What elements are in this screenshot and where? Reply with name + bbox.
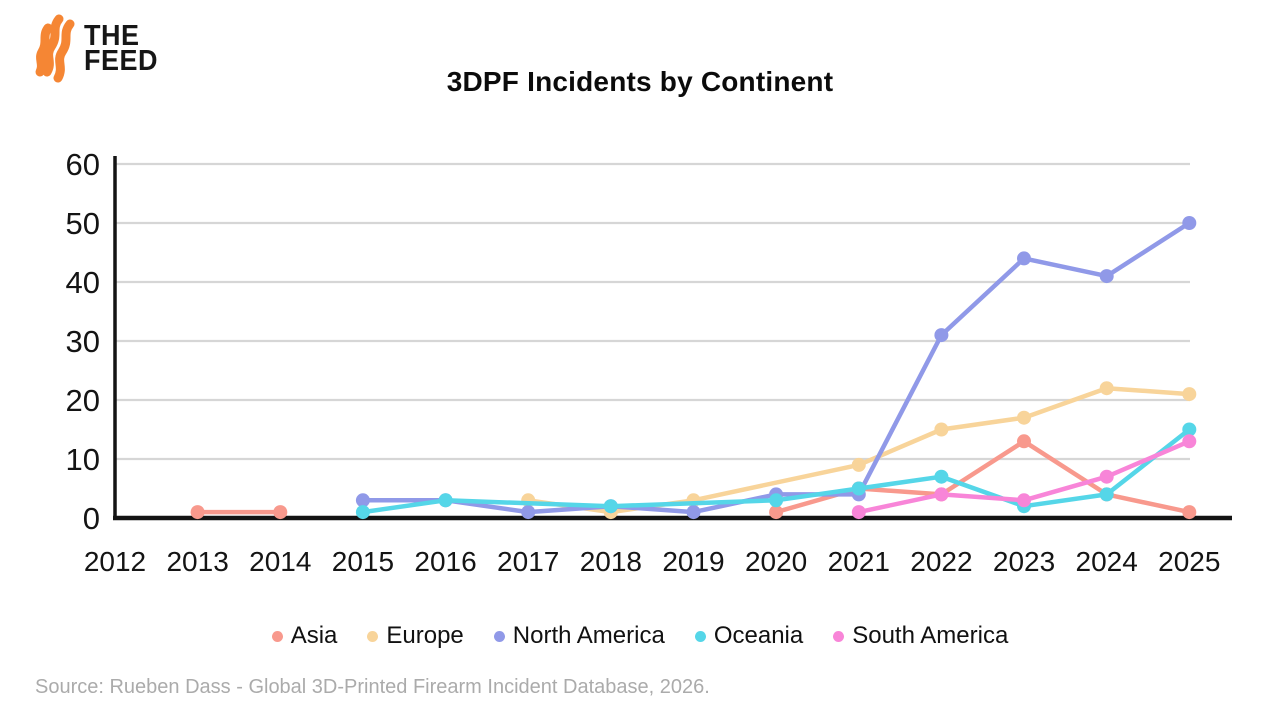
x-tick-2013: 2013 [166, 546, 228, 577]
legend-item-asia: Asia [271, 622, 338, 650]
x-tick-2020: 2020 [745, 546, 807, 577]
y-tick-0: 0 [83, 501, 100, 536]
legend-dot-asia-icon [271, 630, 283, 642]
data-point-asia-2025 [1182, 505, 1197, 520]
y-tick-20: 20 [66, 383, 100, 418]
series-south-america [851, 434, 1197, 520]
chart-title: 3DPF Incidents by Continent [446, 66, 834, 97]
legend-label-europe: Europe [386, 622, 464, 649]
data-point-oceania-2020 [769, 493, 784, 508]
x-tick-2015: 2015 [332, 546, 394, 577]
data-point-north-america-2017 [521, 505, 536, 520]
x-tick-2017: 2017 [497, 546, 559, 577]
data-point-europe-2024 [1099, 381, 1114, 396]
data-point-south-america-2025 [1182, 434, 1197, 449]
x-tick-2014: 2014 [249, 546, 311, 577]
data-point-europe-2022 [934, 422, 949, 437]
legend-item-oceania: Oceania [694, 622, 804, 650]
y-tick-50: 50 [66, 206, 100, 241]
the-feed-logo-flame-icon [35, 14, 75, 83]
source-note: Source: Rueben Dass - Global 3D-Printed … [35, 676, 710, 698]
data-point-south-america-2022 [934, 487, 949, 502]
data-point-north-america-2019 [686, 505, 701, 520]
legend-dot-oceania-icon [694, 630, 706, 642]
data-point-asia-2020 [769, 505, 784, 520]
x-tick-2023: 2023 [993, 546, 1055, 577]
data-point-south-america-2023 [1017, 493, 1031, 508]
data-point-asia-2023 [1017, 434, 1031, 449]
y-tick-40: 40 [66, 265, 100, 300]
logo-line-feed: FEED [84, 44, 159, 77]
legend-item-south-america: South America [833, 622, 1008, 650]
y-tick-10: 10 [66, 442, 100, 477]
data-point-oceania-2025 [1182, 422, 1197, 437]
legend-dot-south-america-icon [833, 630, 845, 642]
legend-dot-north-america-icon [493, 630, 505, 642]
data-point-north-america-2022 [934, 328, 949, 343]
data-point-oceania-2015 [355, 505, 370, 520]
legend-label-asia: Asia [290, 622, 338, 649]
data-point-asia-2013 [190, 505, 205, 520]
chart-legend: Asia Europe North America Oceania South Amer… [0, 622, 1280, 650]
data-point-north-america-2023 [1017, 251, 1031, 266]
x-tick-2021: 2021 [828, 546, 890, 577]
data-point-oceania-2016 [438, 493, 453, 508]
data-point-south-america-2021 [851, 505, 866, 520]
x-tick-2018: 2018 [580, 546, 642, 577]
data-point-europe-2021 [851, 457, 866, 472]
the-feed-logo-text: THE FEED [84, 19, 159, 77]
data-point-north-america-2024 [1099, 269, 1114, 284]
data-point-europe-2023 [1017, 410, 1031, 425]
series-oceania [355, 422, 1197, 520]
y-tick-60: 60 [66, 147, 100, 182]
series-line-europe-0 [525, 385, 1192, 515]
x-tick-2019: 2019 [662, 546, 724, 577]
logo-line-the: THE [84, 19, 140, 52]
x-tick-2024: 2024 [1076, 546, 1138, 577]
x-tick-2016: 2016 [414, 546, 476, 577]
data-point-oceania-2021 [851, 481, 866, 496]
data-point-north-america-2025 [1182, 216, 1197, 230]
data-point-oceania-2024 [1099, 487, 1114, 502]
data-point-north-america-2015 [355, 493, 370, 508]
data-point-oceania-2022 [934, 469, 949, 484]
legend-item-europe: Europe [367, 622, 464, 650]
gridlines [115, 162, 1190, 461]
data-point-south-america-2024 [1099, 469, 1114, 484]
data-point-asia-2014 [273, 505, 288, 520]
legend-label-south-america: South America [852, 622, 1009, 649]
data-point-oceania-2018 [603, 499, 618, 514]
x-tick-2025: 2025 [1158, 546, 1220, 577]
legend-label-north-america: North America [512, 622, 665, 649]
x-tick-2022: 2022 [910, 546, 972, 577]
x-tick-2012: 2012 [84, 546, 146, 577]
legend-item-north-america: North America [493, 622, 665, 650]
the-feed-logo: THE FEED [28, 12, 158, 84]
x-axis-tick-labels: 2012 2013 2014 2015 2016 2017 2018 2019 2020 2021… [84, 546, 1221, 577]
legend-dot-europe-icon [367, 630, 379, 642]
legend-label-oceania: Oceania [713, 622, 804, 649]
data-point-europe-2025 [1182, 387, 1197, 402]
y-tick-30: 30 [66, 324, 100, 359]
